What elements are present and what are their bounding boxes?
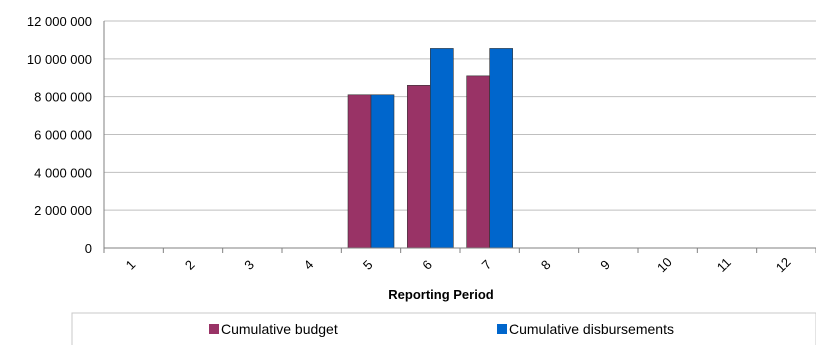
x-tick-label: 5 <box>360 257 376 273</box>
bar-disbursements-7 <box>489 48 513 249</box>
legend: Cumulative budget Cumulative disbursemen… <box>71 312 816 345</box>
x-tick-label: 4 <box>301 257 317 273</box>
bar-disbursements-5 <box>370 94 395 249</box>
y-tick-label: 2 000 000 <box>34 203 92 218</box>
bar-budget-5 <box>347 94 372 249</box>
legend-swatch-budget <box>209 324 219 334</box>
y-tick-label: 6 000 000 <box>34 128 92 143</box>
y-tick-label: 0 <box>85 241 92 256</box>
y-tick-label: 4 000 000 <box>34 165 92 180</box>
x-axis-label: Reporting Period <box>388 287 494 302</box>
x-tick-label: 11 <box>714 255 734 275</box>
x-tick-label: 9 <box>597 257 613 273</box>
legend-label-budget: Cumulative budget <box>221 321 338 337</box>
y-tick-label: 8 000 000 <box>34 90 92 105</box>
y-tick-label: 10 000 000 <box>27 52 92 67</box>
bar-disbursements-6 <box>430 48 454 249</box>
x-tick-label: 6 <box>419 257 435 273</box>
y-axis-tick-labels: 0 2 000 000 4 000 000 6 000 000 8 000 000 10 … <box>27 14 92 256</box>
x-tick-label: 3 <box>241 257 257 273</box>
axes <box>103 21 816 253</box>
y-tick-label: 12 000 000 <box>27 14 92 29</box>
bars <box>347 48 513 249</box>
x-tick-label: 1 <box>123 257 139 273</box>
x-tick-label: 8 <box>538 257 554 273</box>
legend-swatch-disbursements <box>497 324 507 334</box>
legend-label-disbursements: Cumulative disbursements <box>509 321 674 337</box>
bar-budget-6 <box>407 85 431 249</box>
x-axis-tick-labels: 1 2 3 4 5 6 7 8 9 10 11 12 <box>123 254 794 275</box>
legend-box <box>71 312 816 345</box>
x-tick-label: 10 <box>654 254 675 275</box>
gridlines <box>104 20 816 249</box>
x-tick-label: 7 <box>479 257 495 273</box>
bar-budget-7 <box>466 75 490 249</box>
x-tick-label: 2 <box>182 257 198 273</box>
x-tick-label: 12 <box>773 254 794 275</box>
